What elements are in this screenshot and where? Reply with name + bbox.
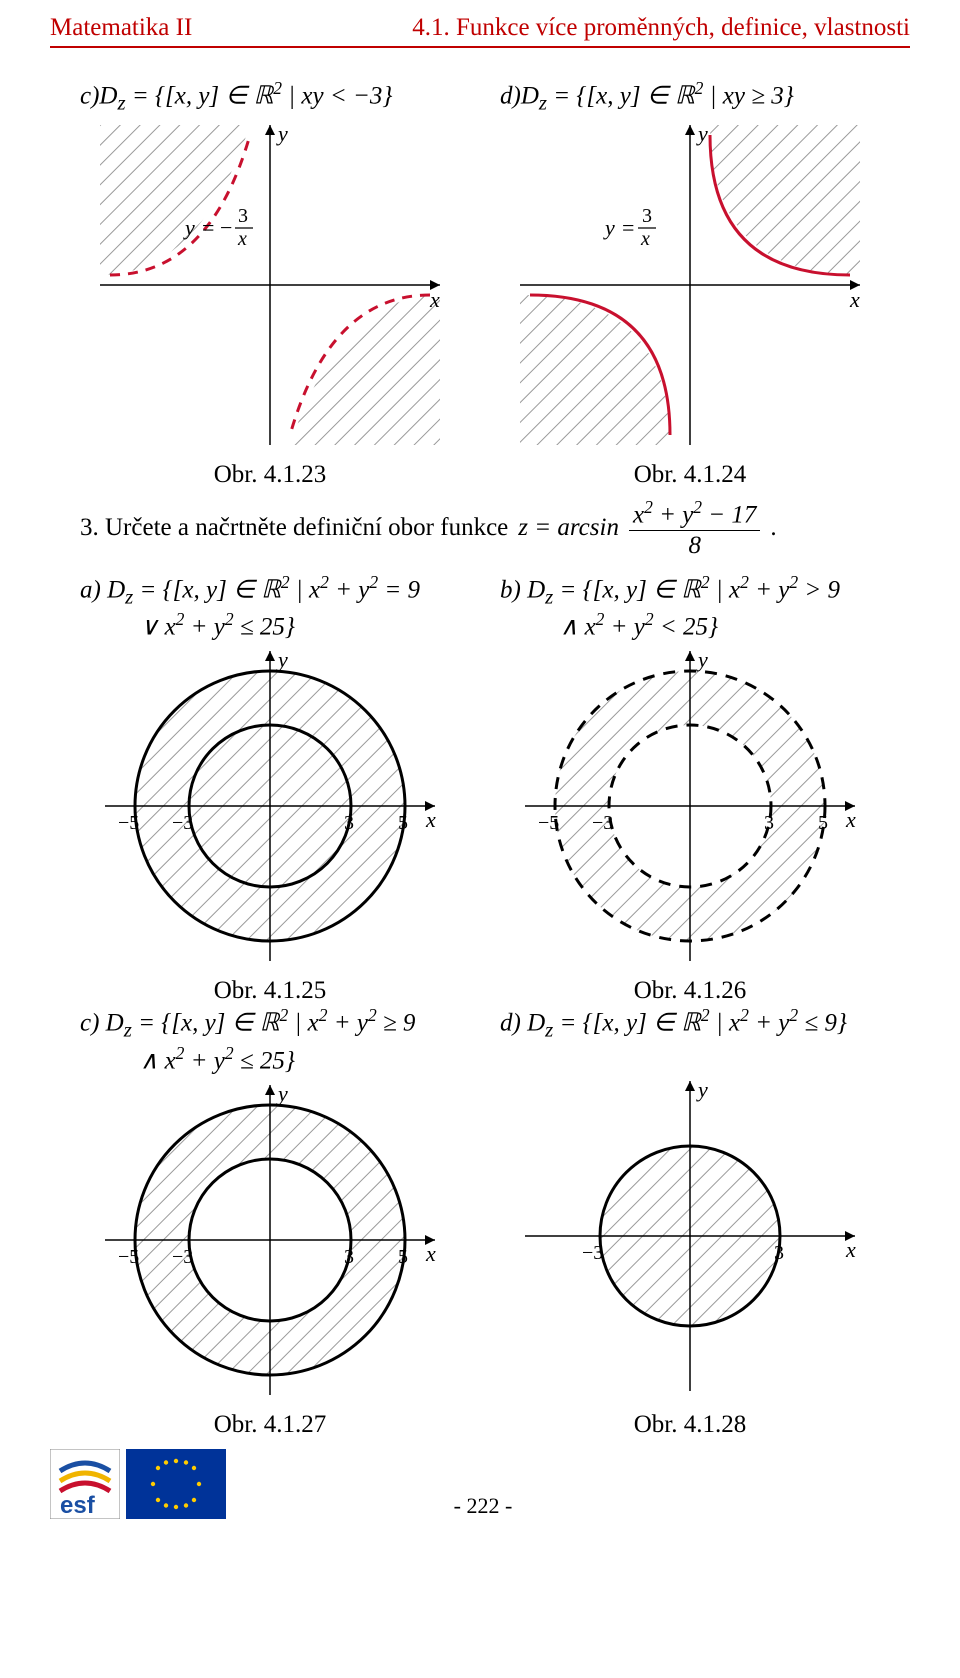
row1-c-formula: c)Dz = {[x, y] ∈ ℝ2 | xy < −3}: [80, 78, 460, 115]
svg-text:y: y: [183, 215, 195, 240]
svg-text:−3: −3: [582, 1242, 603, 1264]
caption-4-1-24: Obr. 4.1.24: [500, 461, 880, 489]
fig-4-1-24: y x y = 3 x: [510, 115, 870, 455]
svg-text:−3: −3: [592, 812, 613, 834]
svg-text:−3: −3: [172, 812, 193, 834]
row2-b-line2: ∧ x2 + y2 < 25}: [500, 609, 880, 641]
caption-4-1-28: Obr. 4.1.28: [500, 1411, 880, 1439]
svg-text:y: y: [276, 121, 288, 146]
svg-text:x: x: [640, 228, 650, 250]
svg-text:5: 5: [398, 1246, 408, 1268]
row1-d-formula: d)Dz = {[x, y] ∈ ℝ2 | xy ≥ 3}: [500, 78, 880, 115]
footer-logos: esf: [50, 1449, 226, 1519]
svg-text:y: y: [696, 121, 708, 146]
row3-c-line2: ∧ x2 + y2 ≤ 25}: [80, 1043, 460, 1075]
svg-text:−5: −5: [538, 812, 559, 834]
task3-eq: z = arcsin: [518, 514, 619, 542]
row1-captions: Obr. 4.1.23 Obr. 4.1.24: [80, 461, 880, 489]
svg-text:x: x: [237, 228, 247, 250]
svg-text:y: y: [696, 647, 708, 672]
page-header: Matematika II 4.1. Funkce více proměnnýc…: [0, 0, 960, 46]
svg-text:x: x: [845, 1237, 856, 1262]
caption-4-1-26: Obr. 4.1.26: [500, 977, 880, 1005]
row3-c-line1: c) Dz = {[x, y] ∈ ℝ2 | x2 + y2 ≥ 9: [80, 1005, 460, 1042]
svg-text:x: x: [849, 287, 860, 312]
svg-text:3: 3: [642, 205, 652, 227]
task3-lead: 3. Určete a načrtněte definiční obor fun…: [80, 514, 508, 542]
svg-text:y: y: [603, 215, 615, 240]
svg-text:3: 3: [344, 1246, 354, 1268]
svg-text:5: 5: [398, 812, 408, 834]
row2: a) Dz = {[x, y] ∈ ℝ2 | x2 + y2 = 9 ∨ x2 …: [80, 572, 880, 972]
svg-text:y: y: [696, 1077, 708, 1102]
svg-text:x: x: [425, 1241, 436, 1266]
footer: esf - 222 -: [0, 1439, 960, 1539]
row3-d-line1: d) Dz = {[x, y] ∈ ℝ2 | x2 + y2 ≤ 9}: [500, 1005, 880, 1042]
svg-text:x: x: [429, 287, 440, 312]
svg-text:−3: −3: [172, 1246, 193, 1268]
row3-captions: Obr. 4.1.27 Obr. 4.1.28: [80, 1411, 880, 1439]
svg-text:−: −: [220, 215, 232, 240]
caption-4-1-23: Obr. 4.1.23: [80, 461, 460, 489]
svg-text:5: 5: [818, 812, 828, 834]
esf-logo-icon: esf: [50, 1449, 120, 1519]
row2-a-line2: ∨ x2 + y2 ≤ 25}: [80, 609, 460, 641]
row2-b-line1: b) Dz = {[x, y] ∈ ℝ2 | x2 + y2 > 9: [500, 572, 880, 609]
caption-4-1-27: Obr. 4.1.27: [80, 1411, 460, 1439]
fig-4-1-23: y x y = − 3 x: [90, 115, 450, 455]
svg-text:y: y: [276, 647, 288, 672]
svg-text:x: x: [845, 807, 856, 832]
fig-4-1-27: y x −5 −3 3 5: [90, 1075, 450, 1405]
page-number: - 222 -: [226, 1493, 740, 1519]
row3: c) Dz = {[x, y] ∈ ℝ2 | x2 + y2 ≥ 9 ∧ x2 …: [80, 1005, 880, 1405]
svg-text:3: 3: [764, 812, 774, 834]
svg-text:y: y: [276, 1081, 288, 1106]
header-rule: [50, 46, 910, 48]
svg-text:−5: −5: [118, 812, 139, 834]
svg-text:=: =: [202, 215, 214, 240]
eu-flag-icon: [126, 1449, 226, 1519]
task3: 3. Určete a načrtněte definiční obor fun…: [80, 499, 880, 557]
row1: c)Dz = {[x, y] ∈ ℝ2 | xy < −3}: [80, 78, 880, 455]
svg-text:3: 3: [344, 812, 354, 834]
fig-4-1-28: y x −3 3: [510, 1071, 870, 1401]
svg-text:−5: −5: [118, 1246, 139, 1268]
header-right: 4.1. Funkce více proměnných, definice, v…: [412, 14, 910, 42]
caption-4-1-25: Obr. 4.1.25: [80, 977, 460, 1005]
svg-text:3: 3: [774, 1242, 784, 1264]
fig-4-1-25: y x −5 −3 3 5: [90, 641, 450, 971]
header-left: Matematika II: [50, 14, 192, 42]
task3-frac: x2 + y2 − 17 8: [629, 499, 760, 557]
svg-text:x: x: [425, 807, 436, 832]
svg-text:=: =: [622, 215, 634, 240]
row2-a-line1: a) Dz = {[x, y] ∈ ℝ2 | x2 + y2 = 9: [80, 572, 460, 609]
fig-4-1-26: y x −5 −3 3 5: [510, 641, 870, 971]
svg-text:esf: esf: [60, 1492, 96, 1519]
row2-captions: Obr. 4.1.25 Obr. 4.1.26: [80, 977, 880, 1005]
task3-dot: .: [770, 514, 776, 542]
svg-text:3: 3: [238, 205, 248, 227]
